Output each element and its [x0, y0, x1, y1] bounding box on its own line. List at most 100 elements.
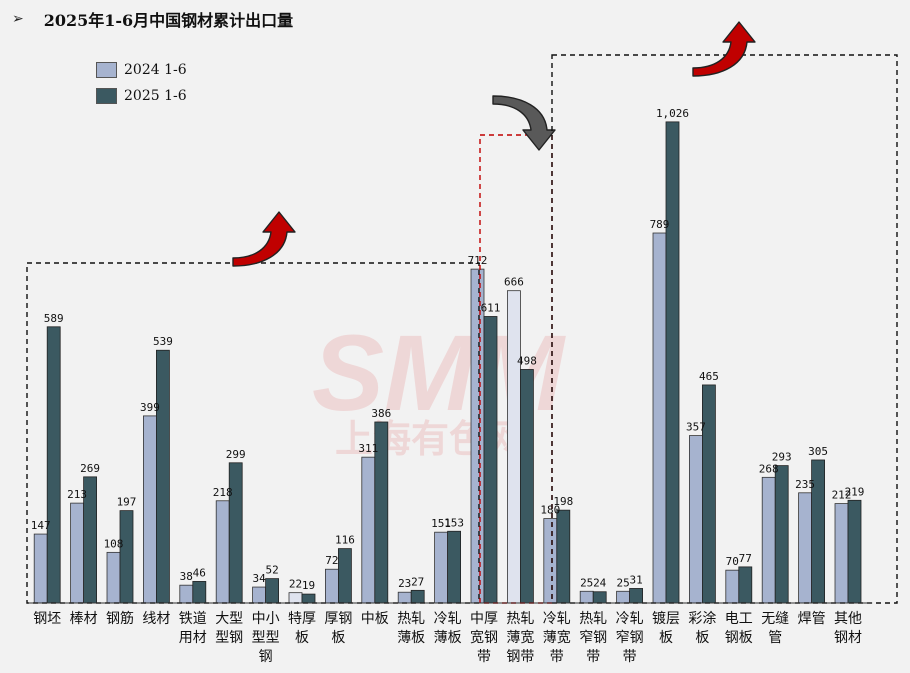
data-label-2025: 1,026: [656, 107, 689, 120]
bar-2024: [798, 492, 812, 604]
data-label-2024: 789: [650, 218, 670, 231]
data-label-2025: 198: [553, 495, 573, 508]
category-label: 焊管: [798, 611, 826, 627]
arrow-shape: [692, 21, 756, 77]
data-label-2024: 25: [616, 576, 629, 589]
bar-2025: [847, 499, 862, 604]
data-label-2025: 24: [593, 577, 607, 590]
category-label: 彩涂板: [688, 611, 716, 646]
data-label-2024: 268: [759, 462, 779, 475]
chart-title: 2025年1-6月中国钢材累计出口量: [43, 11, 294, 30]
data-label-2024: 147: [31, 519, 51, 532]
data-label-2024: 212: [832, 489, 852, 502]
category-label: 电工钢板: [725, 611, 753, 646]
category-label: 冷轧薄板: [434, 611, 462, 646]
data-label-2025: 539: [153, 335, 173, 348]
data-label-2024: 72: [325, 554, 338, 567]
category-label: 钢坯: [33, 611, 61, 627]
bar-2024: [33, 533, 48, 604]
data-label-2024: 34: [252, 572, 266, 585]
data-label-2024: 22: [289, 578, 302, 591]
bar-2024: [470, 268, 485, 604]
bar-2024: [324, 568, 339, 604]
data-label-2024: 213: [67, 488, 87, 501]
bar-2025: [520, 369, 534, 604]
data-label-2024: 218: [213, 486, 233, 499]
data-label-2025: 27: [411, 575, 424, 588]
data-label-2025: 611: [481, 301, 501, 314]
bar-2024: [506, 290, 521, 604]
category-label: 热轧薄板: [397, 611, 425, 646]
data-label-2025: 46: [193, 566, 206, 579]
bar-2025: [410, 589, 425, 604]
data-label-2024: 70: [726, 555, 739, 568]
data-label-2025: 465: [699, 370, 719, 383]
bar-2024: [397, 591, 412, 604]
data-label-2024: 38: [180, 570, 193, 583]
category-label: 厚钢板: [324, 611, 352, 646]
category-label: 无缝管: [761, 611, 789, 646]
category-label: 镀层板: [652, 610, 680, 646]
bar-2024: [434, 531, 449, 604]
bar-2024: [288, 592, 303, 604]
legend-swatch-2024: [96, 62, 117, 78]
data-label-2025: 305: [808, 445, 828, 458]
bar-2025: [592, 591, 607, 604]
bar-2024: [616, 590, 630, 604]
bar-2025: [155, 349, 170, 604]
data-label-2025: 31: [629, 573, 642, 586]
bar-2024: [142, 415, 157, 604]
data-label-2025: 498: [517, 354, 537, 367]
data-label-2024: 311: [358, 442, 378, 455]
bar-2025: [665, 121, 680, 604]
legend-label-2025: 2025 1-6: [124, 88, 187, 104]
bar-2024: [252, 586, 267, 604]
trend-up-arrow-icon: [232, 211, 296, 267]
bar-2024: [725, 569, 740, 604]
data-label-2024: 23: [398, 577, 411, 590]
data-label-2025: 19: [302, 579, 315, 592]
data-label-2025: 269: [80, 462, 100, 475]
data-label-2025: 293: [772, 451, 792, 464]
data-label-2025: 299: [226, 448, 246, 461]
bar-2025: [556, 509, 571, 604]
data-label-2024: 357: [686, 421, 706, 434]
category-label: 热轧窄钢带: [579, 611, 607, 665]
data-label-2024: 25: [580, 576, 593, 589]
data-label-2024: 666: [504, 276, 524, 289]
category-label: 中厚宽钢带: [470, 611, 498, 665]
bar-2025: [337, 548, 352, 604]
bar-2025: [447, 530, 462, 604]
data-label-2024: 108: [104, 537, 124, 550]
bar-2025: [738, 566, 753, 604]
bar-2024: [215, 500, 230, 604]
arrow-shape: [232, 211, 296, 267]
category-label: 热轧薄宽钢带: [506, 611, 534, 665]
bar-2024: [106, 551, 121, 604]
bar-2025: [629, 588, 643, 604]
category-label: 中小型型钢: [252, 611, 280, 665]
data-label-2024: 399: [140, 401, 160, 414]
category-label: 铁道用材: [179, 611, 207, 646]
data-label-2024: 151: [431, 517, 451, 530]
bar-2025: [774, 465, 789, 604]
bar-2024: [543, 518, 558, 604]
bar-2025: [192, 581, 207, 604]
category-label: 中板: [361, 611, 389, 627]
category-label: 线材: [142, 611, 170, 627]
category-label: 特厚板: [288, 611, 316, 646]
bar-2025: [702, 384, 716, 604]
bar-2024: [652, 232, 667, 604]
bar-2025: [46, 326, 61, 604]
bar-2024: [361, 456, 376, 604]
bar-2024: [70, 502, 84, 604]
data-label-2025: 52: [265, 564, 278, 577]
data-label-2025: 386: [371, 407, 391, 420]
data-label-2025: 219: [845, 485, 865, 498]
category-label: 棒材: [70, 611, 98, 627]
bar-2024: [689, 435, 703, 604]
arrow-shape: [492, 95, 556, 151]
bar-2025: [301, 593, 316, 604]
